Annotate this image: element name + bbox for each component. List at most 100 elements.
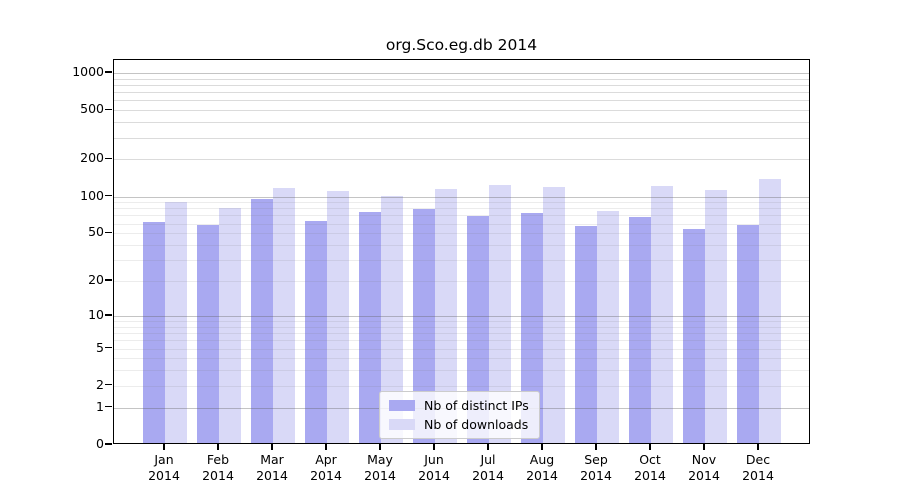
bar-nov-ips — [683, 229, 705, 443]
minor-gridline — [114, 78, 809, 80]
minor-gridline — [114, 260, 809, 262]
minor-gridline — [114, 333, 809, 334]
minor-gridline — [114, 84, 809, 86]
major-gridline — [114, 315, 809, 317]
minor-gridline — [114, 159, 809, 161]
bar-jun-ips — [413, 209, 435, 443]
minor-gridline — [114, 348, 809, 350]
x-tick-label: Dec 2014 — [742, 452, 774, 483]
bar-jul-ips — [467, 215, 489, 443]
major-gridline — [114, 72, 809, 74]
x-tick-mark — [217, 444, 219, 450]
x-tick-label: Feb 2014 — [202, 452, 234, 483]
bar-apr-ips — [305, 220, 327, 443]
minor-gridline — [114, 245, 809, 246]
x-tick-label: Jun 2014 — [418, 452, 450, 483]
bar-dec-ips — [737, 225, 759, 443]
y-tick-label: 0 — [96, 436, 104, 451]
y-tick-label: 1 — [96, 398, 104, 414]
y-tick-label: 200 — [80, 150, 104, 166]
x-tick-mark — [595, 444, 597, 450]
bar-jun-downloads — [435, 189, 457, 443]
bar-aug-downloads — [543, 187, 565, 443]
bar-feb-ips — [197, 225, 219, 443]
bar-aug-ips — [521, 213, 543, 443]
minor-gridline — [114, 340, 809, 342]
bar-sep-downloads — [597, 210, 619, 443]
minor-gridline — [114, 321, 809, 322]
y-tick-label: 50 — [88, 224, 104, 240]
x-tick-mark — [649, 444, 651, 450]
y-tick-label: 10 — [88, 306, 104, 322]
minor-gridline — [114, 159, 809, 161]
bar-jan-downloads — [165, 201, 187, 443]
minor-gridline — [114, 137, 809, 139]
y-tick-mark — [105, 279, 112, 281]
x-tick-mark — [757, 444, 759, 450]
x-tick-label: Oct 2014 — [634, 452, 666, 483]
y-tick-label: 20 — [88, 272, 104, 287]
minor-gridline — [114, 84, 809, 86]
x-tick-mark — [433, 444, 435, 450]
bar-jul-downloads — [489, 184, 511, 443]
y-tick-mark — [105, 384, 112, 386]
x-tick-label: Mar 2014 — [256, 452, 288, 483]
minor-gridline — [114, 326, 809, 328]
y-tick-mark — [105, 157, 112, 160]
legend-swatch — [389, 400, 415, 411]
minor-gridline — [114, 202, 809, 204]
x-tick-label: Jul 2014 — [472, 452, 504, 483]
minor-gridline — [114, 208, 809, 210]
legend-item: Nb of downloads — [389, 417, 529, 432]
bar-dec-downloads — [759, 179, 781, 443]
x-tick-label: Jan 2014 — [148, 452, 180, 483]
minor-gridline — [114, 137, 809, 139]
legend-label: Nb of distinct IPs — [424, 398, 529, 413]
minor-gridline — [114, 215, 809, 217]
legend-swatch — [389, 419, 415, 430]
y-tick-label: 500 — [80, 101, 104, 117]
legend-item: Nb of distinct IPs — [389, 398, 529, 413]
y-tick-label: 1000 — [72, 63, 104, 79]
x-tick-mark — [325, 444, 327, 450]
y-tick-label: 2 — [96, 376, 104, 392]
minor-gridline — [114, 92, 809, 94]
bar-mar-ips — [251, 198, 273, 443]
bar-oct-ips — [629, 216, 651, 443]
bar-nov-downloads — [705, 190, 727, 443]
x-tick-mark — [487, 444, 489, 450]
x-tick-mark — [703, 444, 705, 450]
x-tick-label: Sep 2014 — [580, 452, 612, 483]
y-tick-mark — [105, 443, 112, 445]
x-tick-label: Aug 2014 — [526, 452, 558, 483]
plot-area: Nb of distinct IPs Nb of downloads — [113, 59, 810, 444]
y-tick-mark — [105, 346, 112, 349]
minor-gridline — [114, 385, 809, 387]
minor-gridline — [114, 281, 809, 282]
minor-gridline — [114, 100, 809, 102]
legend: Nb of distinct IPs Nb of downloads — [379, 391, 540, 439]
minor-gridline — [114, 358, 809, 360]
minor-gridline — [114, 78, 809, 80]
x-tick-mark — [163, 444, 165, 450]
minor-gridline — [114, 223, 809, 225]
bar-may-downloads — [381, 195, 403, 443]
minor-gridline — [114, 233, 809, 235]
x-tick-label: Nov 2014 — [688, 452, 720, 483]
minor-gridline — [114, 110, 809, 112]
bar-may-ips — [359, 211, 381, 443]
x-tick-mark — [271, 444, 273, 450]
x-tick-mark — [379, 444, 381, 450]
minor-gridline — [114, 370, 809, 372]
y-tick-label: 100 — [80, 187, 104, 203]
y-tick-mark — [105, 108, 112, 110]
bar-jan-ips — [143, 221, 165, 443]
major-gridline — [114, 196, 809, 198]
minor-gridline — [114, 100, 809, 102]
legend-label: Nb of downloads — [424, 417, 529, 432]
minor-gridline — [114, 110, 809, 112]
y-tick-mark — [105, 71, 112, 73]
bar-sep-ips — [575, 226, 597, 443]
x-tick-label: May 2014 — [364, 452, 396, 483]
